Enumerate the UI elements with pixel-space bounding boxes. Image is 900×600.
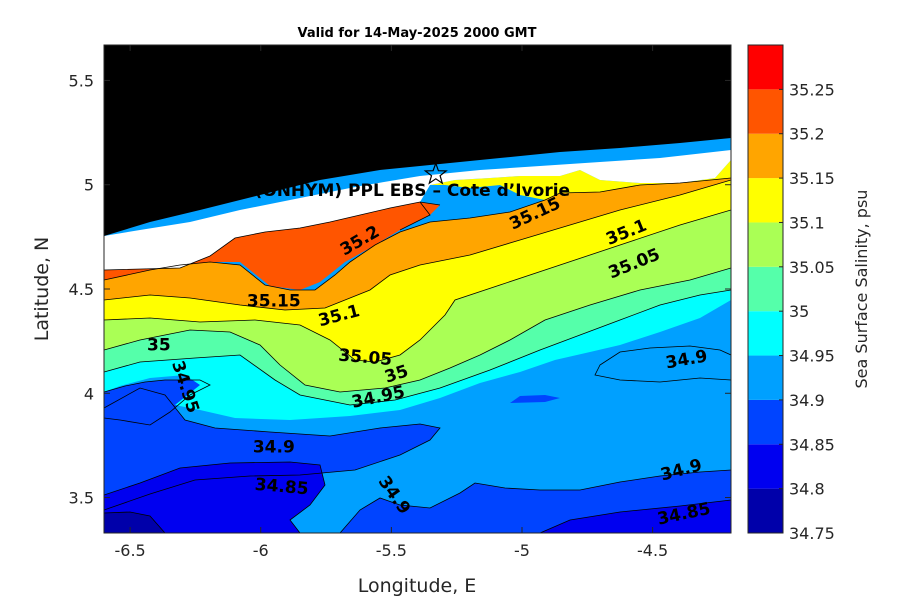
contour-34-90-right xyxy=(339,469,731,533)
contour-34-90-loop xyxy=(594,345,731,383)
contour-35-15 xyxy=(104,177,731,291)
colorbar-tick-label: 34.85 xyxy=(789,435,835,454)
contour-34-85-right xyxy=(539,499,731,533)
colorbar-tick-label: 35.05 xyxy=(789,258,835,277)
contour-34-80 xyxy=(104,511,166,533)
y-tick-label: 5 xyxy=(84,176,94,195)
colorbar-swatch xyxy=(748,89,783,134)
contour-34-90 xyxy=(104,387,441,511)
colorbar-tick-label: 34.9 xyxy=(789,391,825,410)
x-axis-label: Longitude, E xyxy=(358,575,477,597)
annotation-text: (ONHYM) PPL EBS – Cote d’Ivorie xyxy=(254,181,570,201)
colorbar-tick-label: 35 xyxy=(789,302,809,321)
colorbar-tick-label: 34.75 xyxy=(789,524,835,543)
x-tick-label: -6 xyxy=(253,541,269,560)
x-tick-label: -5 xyxy=(514,541,530,560)
contour-35-20 xyxy=(104,201,441,271)
band-35-00 xyxy=(104,268,731,405)
coastal-no-data xyxy=(104,150,731,270)
contour-label: 34.9 xyxy=(253,437,295,457)
colorbar-swatch xyxy=(748,266,783,312)
y-axis-label: Latitude, N xyxy=(31,237,53,342)
contour-35-10 xyxy=(104,179,731,311)
contour-35-05 xyxy=(104,209,731,363)
y-axis: 3.5 4 4.5 5 5.5 xyxy=(69,71,731,508)
contour-lines xyxy=(104,177,731,533)
patch-34-85-left xyxy=(104,380,210,425)
contour-label: 34.85 xyxy=(254,475,309,500)
band-35-10 xyxy=(104,180,731,362)
colorbar-label: Sea Surface Salinity, psu xyxy=(852,190,871,389)
colorbar-tick-label: 35.1 xyxy=(789,213,825,232)
contour-label: 35 xyxy=(147,335,171,355)
contour-34-95 xyxy=(104,289,731,406)
x-tick-label: -6.5 xyxy=(115,541,146,560)
colorbar-swatch xyxy=(748,178,783,223)
patch-34-85-mid xyxy=(510,395,560,403)
x-tick-label: -4.5 xyxy=(637,541,668,560)
y-tick-label: 4 xyxy=(84,384,94,403)
colorbar-tick-label: 34.8 xyxy=(789,480,825,499)
contour-34-85 xyxy=(104,461,326,533)
colorbar-swatch xyxy=(748,222,783,267)
contour-34-90-left xyxy=(104,379,211,426)
y-tick-label: 4.5 xyxy=(69,280,94,299)
colorbar-tick-label: 35.15 xyxy=(789,169,835,188)
contour-label: 35.05 xyxy=(338,346,393,371)
patch-35-10-top xyxy=(430,160,731,200)
colorbar-frame xyxy=(747,44,784,534)
colorbar-swatch xyxy=(748,399,783,445)
colorbar-swatch xyxy=(748,444,783,489)
star-marker xyxy=(423,161,448,185)
band-34-95 xyxy=(104,290,731,420)
x-tick-label: -5.5 xyxy=(376,541,407,560)
colorbar-tick-label: 35.2 xyxy=(789,125,825,144)
colorbar-tick-label: 35.25 xyxy=(789,80,835,99)
y-tick-label: 5.5 xyxy=(69,71,94,90)
band-35-20 xyxy=(104,202,440,290)
band-34-80 xyxy=(104,462,731,533)
annotation-layer: (ONHYM) PPL EBS – Cote d’Ivorie xyxy=(254,161,570,201)
band-34-75 xyxy=(104,512,165,533)
plot-area xyxy=(104,45,731,533)
chart-title: Valid for 14-May-2025 2000 GMT xyxy=(298,26,537,41)
colorbar-swatch xyxy=(748,45,783,90)
band-35-05 xyxy=(104,210,731,392)
land-mass xyxy=(104,45,731,236)
colorbar-swatch xyxy=(748,488,783,533)
x-axis: -6.5 -6 -5.5 -5 -4.5 xyxy=(115,45,668,560)
colorbar-swatch xyxy=(748,355,783,400)
colorbar-swatch xyxy=(748,311,783,356)
band-35-15 xyxy=(104,178,731,310)
contour-label: 35.15 xyxy=(247,292,301,312)
colorbar-swatch xyxy=(748,133,783,179)
colorbar: 34.75 34.8 34.85 34.9 34.95 35 35.05 35.1 35.15 3… xyxy=(747,44,835,543)
contour-35-00 xyxy=(104,267,731,393)
y-tick-label: 3.5 xyxy=(69,489,94,508)
colorbar-tick-label: 34.95 xyxy=(789,347,835,366)
contour-35-20-top xyxy=(399,201,431,231)
